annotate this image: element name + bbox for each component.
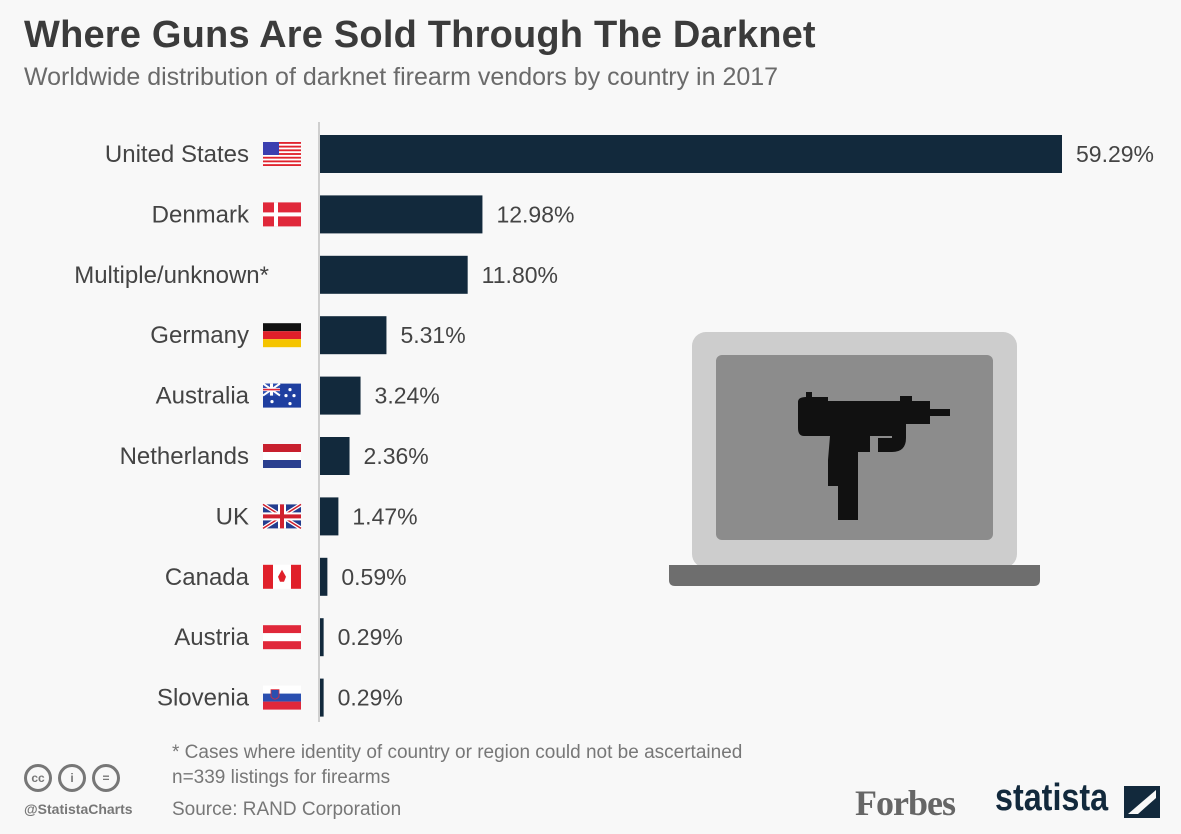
bar-row: Denmark 12.98% [152,195,574,234]
laptop-illustration [669,332,1040,586]
flag-us-icon [263,142,301,166]
value-label: 5.31% [400,322,465,348]
category-label: Slovenia [157,685,250,712]
statista-handle: @StatistaCharts [24,801,133,817]
value-label: 1.47% [352,503,417,529]
category-label: UK [216,503,249,530]
flag-si-icon [263,685,301,710]
bar-row: Austria 0.29% [174,618,403,657]
bar-row: United States 59.29% [105,135,1154,173]
flag-au-icon [262,382,301,408]
chart-title: Where Guns Are Sold Through The Darknet [24,14,816,56]
statista-logo-icon [1124,786,1160,818]
sample-size: n=339 listings for firearms [172,767,391,788]
footnote: * Cases where identity of country or reg… [172,742,743,763]
bar-row: Multiple/unknown* 11.80% [74,255,558,294]
flag-uk-icon [261,502,303,531]
category-label: Austria [174,624,249,651]
value-label: 0.59% [341,564,406,590]
bar [320,135,1062,173]
value-label: 11.80% [482,262,558,288]
bar-row: UK 1.47% [216,497,418,536]
bar-row: Canada 0.59% [165,557,407,596]
value-label: 59.29% [1076,141,1154,167]
no-derivatives-icon: = [92,764,120,792]
bar-row: Slovenia 0.29% [157,678,403,717]
value-label: 3.24% [375,383,440,409]
creative-commons-icons: cc i = [24,764,120,792]
bar [320,316,387,355]
category-label: Germany [150,322,249,349]
value-label: 12.98% [496,201,574,227]
attribution-icon: i [58,764,86,792]
category-label: Denmark [152,201,250,228]
laptop-base [669,565,1040,586]
cc-icon: cc [24,764,52,792]
flag-nl-icon [263,444,301,468]
category-label: Multiple/unknown* [74,262,269,289]
value-label: 0.29% [338,685,403,711]
gun-icon [798,392,950,520]
bar [320,376,361,415]
statista-logo: statista [995,777,1109,819]
bar [320,678,324,717]
flag-ca-icon [263,564,301,589]
value-label: 0.29% [338,624,403,650]
bar [320,557,328,596]
source: Source: RAND Corporation [172,799,402,820]
bar [320,437,350,475]
bar [320,255,468,294]
bar-row: Australia 3.24% [156,376,440,415]
flag-at-icon [263,625,301,650]
category-label: United States [105,141,249,168]
bar-row: Netherlands 2.36% [120,437,429,475]
bar-row: Germany 5.31% [150,316,466,355]
flag-dk-icon [263,202,301,227]
category-label: Australia [156,383,250,410]
chart-subtitle: Worldwide distribution of darknet firear… [24,63,779,91]
category-label: Canada [165,564,250,591]
bar [320,195,483,234]
value-label: 2.36% [364,443,429,469]
bar [320,497,339,536]
forbes-logo: Forbes [855,783,956,823]
category-label: Netherlands [120,443,249,470]
flag-de-icon [263,323,301,348]
bar [320,618,324,657]
